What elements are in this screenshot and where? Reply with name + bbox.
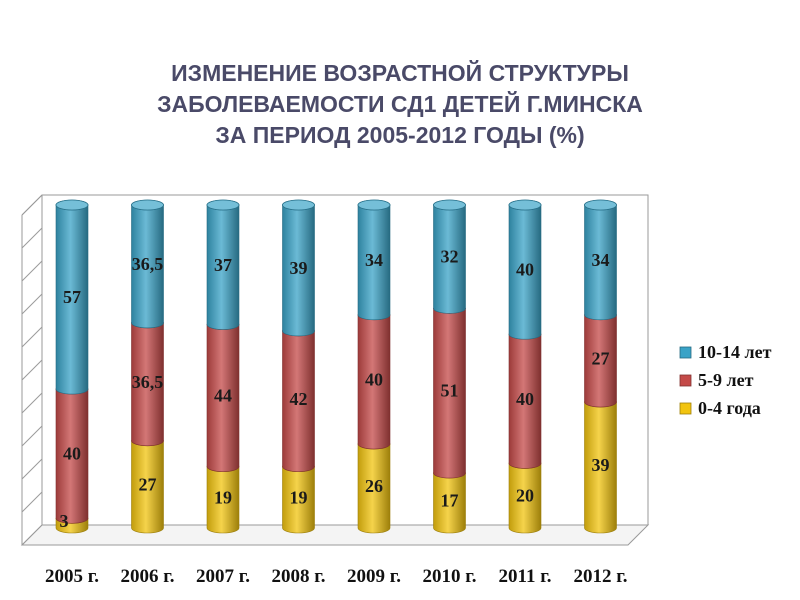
legend-item: 10-14 лет <box>679 342 772 362</box>
bar-segment <box>55 388 89 524</box>
data-label: 17 <box>441 491 459 511</box>
legend-item: 5-9 лет <box>679 370 754 390</box>
data-label: 32 <box>441 247 459 267</box>
bar-segment <box>282 466 315 534</box>
category-label: 2009 г. <box>347 566 401 587</box>
bar-top-cap <box>357 199 391 211</box>
bar-stack: 3 40 57 <box>55 199 89 534</box>
bar-segment <box>131 440 164 534</box>
bar-segment <box>433 204 466 314</box>
category-label: 2008 г. <box>272 566 326 587</box>
bar-segment <box>55 204 89 395</box>
bar-top-cap <box>433 199 466 211</box>
data-label: 40 <box>516 260 534 280</box>
data-label: 3 <box>60 511 69 531</box>
data-label: 26 <box>365 476 383 496</box>
data-label: 39 <box>592 455 610 475</box>
bar-segment <box>584 314 617 408</box>
bar-stack: 26 40 34 <box>357 199 391 534</box>
bar-segment <box>584 204 617 321</box>
bar-top-cap <box>282 199 315 211</box>
legend-label: 5-9 лет <box>698 370 754 390</box>
bar-segment <box>357 314 391 450</box>
category-label: 2006 г. <box>121 566 175 587</box>
data-label: 20 <box>516 486 534 506</box>
bar-segment <box>357 443 391 534</box>
bar-stack: 19 44 37 <box>206 199 240 534</box>
data-label: 27 <box>592 348 610 368</box>
data-label: 34 <box>365 250 383 270</box>
bar-segment <box>508 463 542 534</box>
legend-swatch <box>679 346 692 359</box>
category-label: 2011 г. <box>499 566 552 587</box>
title-line-1: ИЗМЕНЕНИЕ ВОЗРАСТНОЙ СТРУКТУРЫ <box>171 60 629 86</box>
bar-segment <box>131 322 164 447</box>
data-label: 44 <box>214 386 232 406</box>
bar-top-cap <box>508 199 542 211</box>
legend-label: 0-4 года <box>698 398 761 418</box>
bar-stack: 17 51 32 <box>433 199 466 534</box>
bar-segment <box>508 204 542 340</box>
bar-segment <box>206 204 240 330</box>
data-label: 19 <box>214 487 232 507</box>
bar-segment <box>433 472 466 534</box>
bar-segment <box>282 330 315 472</box>
bar-segment <box>206 324 240 472</box>
bar-segment <box>131 204 164 329</box>
bar-top-cap <box>55 199 89 211</box>
bar-segment <box>433 308 466 479</box>
data-label: 57 <box>63 287 81 307</box>
category-label: 2005 г. <box>45 566 99 587</box>
data-label: 40 <box>63 444 81 464</box>
legend-swatch <box>679 402 692 415</box>
category-label: 2012 г. <box>574 566 628 587</box>
data-label: 51 <box>441 381 459 401</box>
bar-top-cap <box>131 199 164 211</box>
bar-stack: 39 27 34 <box>584 199 617 534</box>
data-label: 37 <box>214 255 232 275</box>
bar-segment <box>282 204 315 337</box>
data-label: 36,5 <box>132 254 164 274</box>
data-label: 19 <box>290 487 308 507</box>
chart-bars: 3 40 57 27 36,5 36,5 19 44 37 19 42 39 26 40 34 17 51 32 2… <box>55 199 617 534</box>
bar-stack: 19 42 39 <box>282 199 315 534</box>
data-label: 42 <box>290 389 308 409</box>
category-label: 2007 г. <box>196 566 250 587</box>
bar-top-cap <box>206 199 240 211</box>
bar-top-cap <box>584 199 617 211</box>
data-label: 36,5 <box>132 372 164 392</box>
title-line-2: ЗАБОЛЕВАЕМОСТИ СД1 ДЕТЕЙ Г.МИНСКА <box>157 91 643 117</box>
category-labels: 2005 г. 2006 г. 2007 г. 2008 г. 2009 г. 2010 … <box>45 566 628 587</box>
legend-item: 0-4 года <box>679 398 761 418</box>
data-label: 27 <box>139 474 157 494</box>
bar-stack: 27 36,5 36,5 <box>131 199 164 534</box>
chart-frame <box>20 194 650 546</box>
bar-segment <box>357 204 391 321</box>
category-label: 2010 г. <box>423 566 477 587</box>
data-label: 34 <box>592 250 610 270</box>
bar-stack: 20 40 40 <box>508 199 542 534</box>
data-label: 40 <box>365 369 383 389</box>
data-label: 40 <box>516 389 534 409</box>
legend-label: 10-14 лет <box>698 342 772 362</box>
title-line-3: ЗА ПЕРИОД 2005-2012 ГОДЫ (%) <box>215 122 585 148</box>
chart-title: ИЗМЕНЕНИЕ ВОЗРАСТНОЙ СТРУКТУРЫ ЗАБОЛЕВАЕ… <box>60 58 740 151</box>
data-label: 39 <box>290 258 308 278</box>
bar-segment <box>584 401 617 534</box>
legend-swatch <box>679 374 692 387</box>
bar-segment <box>206 466 240 534</box>
legend: 10-14 лет 5-9 лет 0-4 года <box>679 342 772 418</box>
bar-segment <box>508 333 542 469</box>
